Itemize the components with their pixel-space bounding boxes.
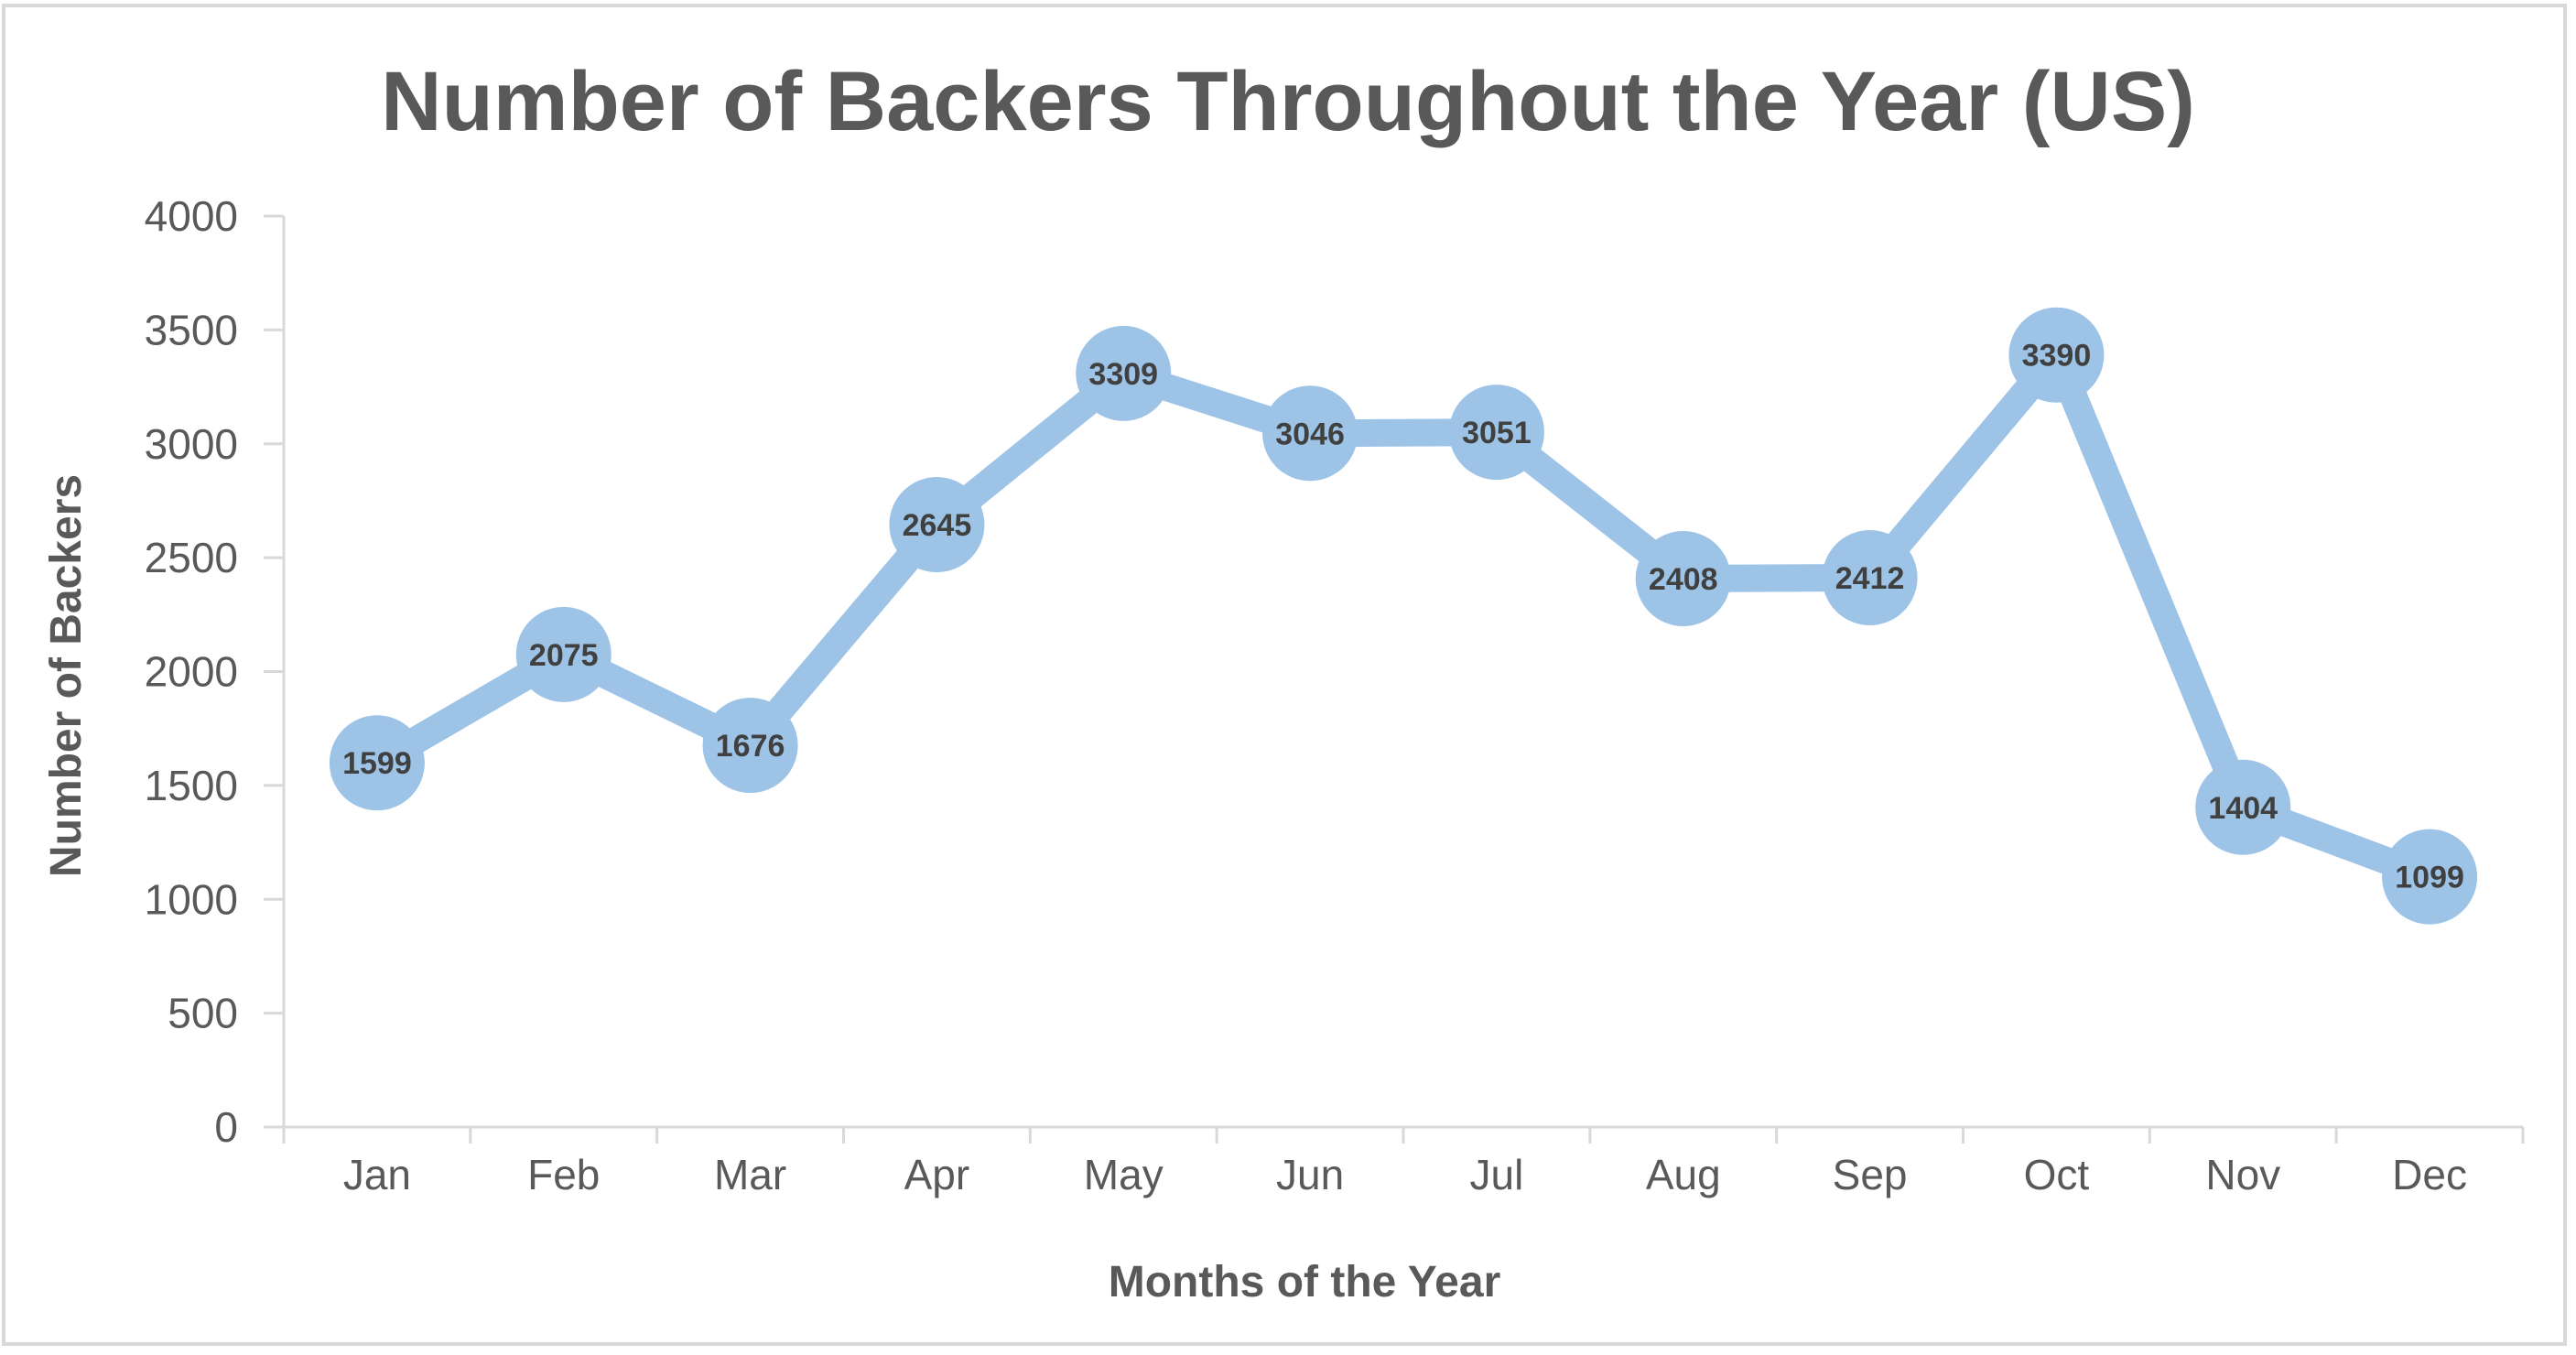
chart-frame <box>2 4 2567 1346</box>
x-tick-label: Nov <box>2205 1151 2280 1198</box>
data-label: 1599 <box>342 746 412 781</box>
data-point <box>1822 530 1918 626</box>
y-tick-label: 500 <box>168 990 238 1037</box>
y-tick-label: 3000 <box>145 420 238 468</box>
axes <box>264 214 2525 1144</box>
data-label: 2645 <box>903 508 972 543</box>
data-label: 3390 <box>2022 339 2092 374</box>
series-line <box>363 341 2444 891</box>
data-point <box>1076 325 1172 421</box>
x-axis-title: Months of the Year <box>1109 1258 1501 1306</box>
y-tick-labels: 0 500 1000 1500 2000 2500 3000 3500 4000 <box>145 192 238 1151</box>
y-tick-label: 2000 <box>145 648 238 696</box>
y-tick-label: 4000 <box>145 192 238 240</box>
chart-title: Number of Backers Throughout the Year (U… <box>381 55 2195 148</box>
data-label: 1099 <box>2395 861 2464 895</box>
data-label: 3051 <box>1462 416 1532 450</box>
data-label: 2412 <box>1835 561 1905 596</box>
x-tick-label: May <box>1084 1151 1164 1198</box>
data-point <box>889 477 985 573</box>
x-tick-label: Jul <box>1470 1151 1524 1198</box>
data-point <box>1448 385 1544 481</box>
y-tick-label: 2500 <box>145 534 238 581</box>
data-point <box>1635 531 1731 627</box>
x-tick-label: Oct <box>2024 1151 2090 1198</box>
data-markers <box>329 307 2478 925</box>
x-tick-label: Apr <box>904 1151 970 1198</box>
data-point <box>1262 385 1358 482</box>
data-point <box>2382 829 2478 925</box>
x-tick-labels: Jan Feb Mar Apr May Jun Jul Aug Sep Oct Nov Dec <box>343 1151 2467 1198</box>
data-label: 1404 <box>2208 791 2278 826</box>
data-label: 1676 <box>716 729 785 764</box>
x-tick-label: Aug <box>1646 1151 1721 1198</box>
x-tick-label: Jan <box>343 1151 411 1198</box>
data-labels: 1599 2075 1676 2645 3309 3046 3051 2408 2412 3390… <box>342 339 2464 895</box>
data-point <box>2195 759 2291 855</box>
x-tick-label: Feb <box>527 1151 600 1198</box>
data-label: 2075 <box>529 638 599 673</box>
y-tick-label: 1000 <box>145 875 238 923</box>
x-tick-label: Dec <box>2392 1151 2467 1198</box>
series-line-path <box>363 341 2444 891</box>
x-tick-label: Jun <box>1276 1151 1344 1198</box>
data-point <box>329 715 425 811</box>
y-tick-label: 0 <box>214 1103 238 1151</box>
x-tick-label: Sep <box>1833 1151 1908 1198</box>
data-label: 2408 <box>1649 562 1718 597</box>
data-label: 3046 <box>1275 417 1345 451</box>
y-tick-label: 1500 <box>145 762 238 809</box>
y-axis-title: Number of Backers <box>42 474 91 877</box>
data-point <box>2008 307 2105 403</box>
data-point <box>702 698 798 794</box>
data-label: 3309 <box>1088 357 1158 392</box>
x-tick-label: Mar <box>714 1151 786 1198</box>
y-tick-label: 3500 <box>145 306 238 353</box>
data-point <box>515 606 612 702</box>
